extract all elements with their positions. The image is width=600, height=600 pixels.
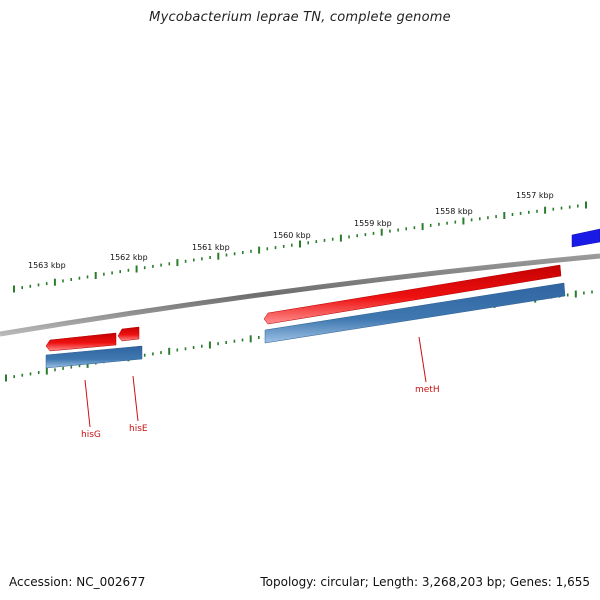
kbp-labels: 1563 kbp 1562 kbp 1561 kbp 1560 kbp 1559… <box>28 191 554 270</box>
kbp-label-1560: 1560 kbp <box>273 231 311 240</box>
genome-backbone <box>0 253 600 337</box>
hise-leader-line <box>132 375 139 422</box>
kbp-label-1563: 1563 kbp <box>28 261 66 270</box>
hisg-leader-line <box>84 379 91 428</box>
meth-leader-line <box>418 336 427 383</box>
hise-label[interactable]: hisE <box>129 424 148 434</box>
kbp-label-1559: 1559 kbp <box>354 219 392 228</box>
meth-cds-bar[interactable] <box>264 282 566 344</box>
kbp-label-1557: 1557 kbp <box>516 191 554 200</box>
kbp-label-1561: 1561 kbp <box>192 243 230 252</box>
map-title: Mycobacterium leprae TN, complete genome <box>149 10 451 25</box>
gene-features <box>45 228 600 369</box>
gene-leader-lines <box>84 336 427 428</box>
outer-tick-ruler <box>13 201 587 293</box>
gene-labels: hisG hisE metH <box>81 385 440 440</box>
hise-gene-arrow[interactable] <box>117 326 140 342</box>
meth-gene-arrow[interactable] <box>263 264 562 325</box>
hisg-label[interactable]: hisG <box>81 430 101 440</box>
meth-label[interactable]: metH <box>415 385 440 395</box>
accession-text: Accession: NC_002677 <box>9 575 146 589</box>
genome-stats-text: Topology: circular; Length: 3,268,203 bp… <box>260 575 590 589</box>
hisg-cds-bar[interactable] <box>45 345 143 369</box>
kbp-label-1562: 1562 kbp <box>110 253 148 262</box>
hisg-gene-arrow[interactable] <box>45 332 117 352</box>
kbp-label-1558: 1558 kbp <box>435 207 473 216</box>
edge-feature-arrow[interactable] <box>571 228 600 248</box>
